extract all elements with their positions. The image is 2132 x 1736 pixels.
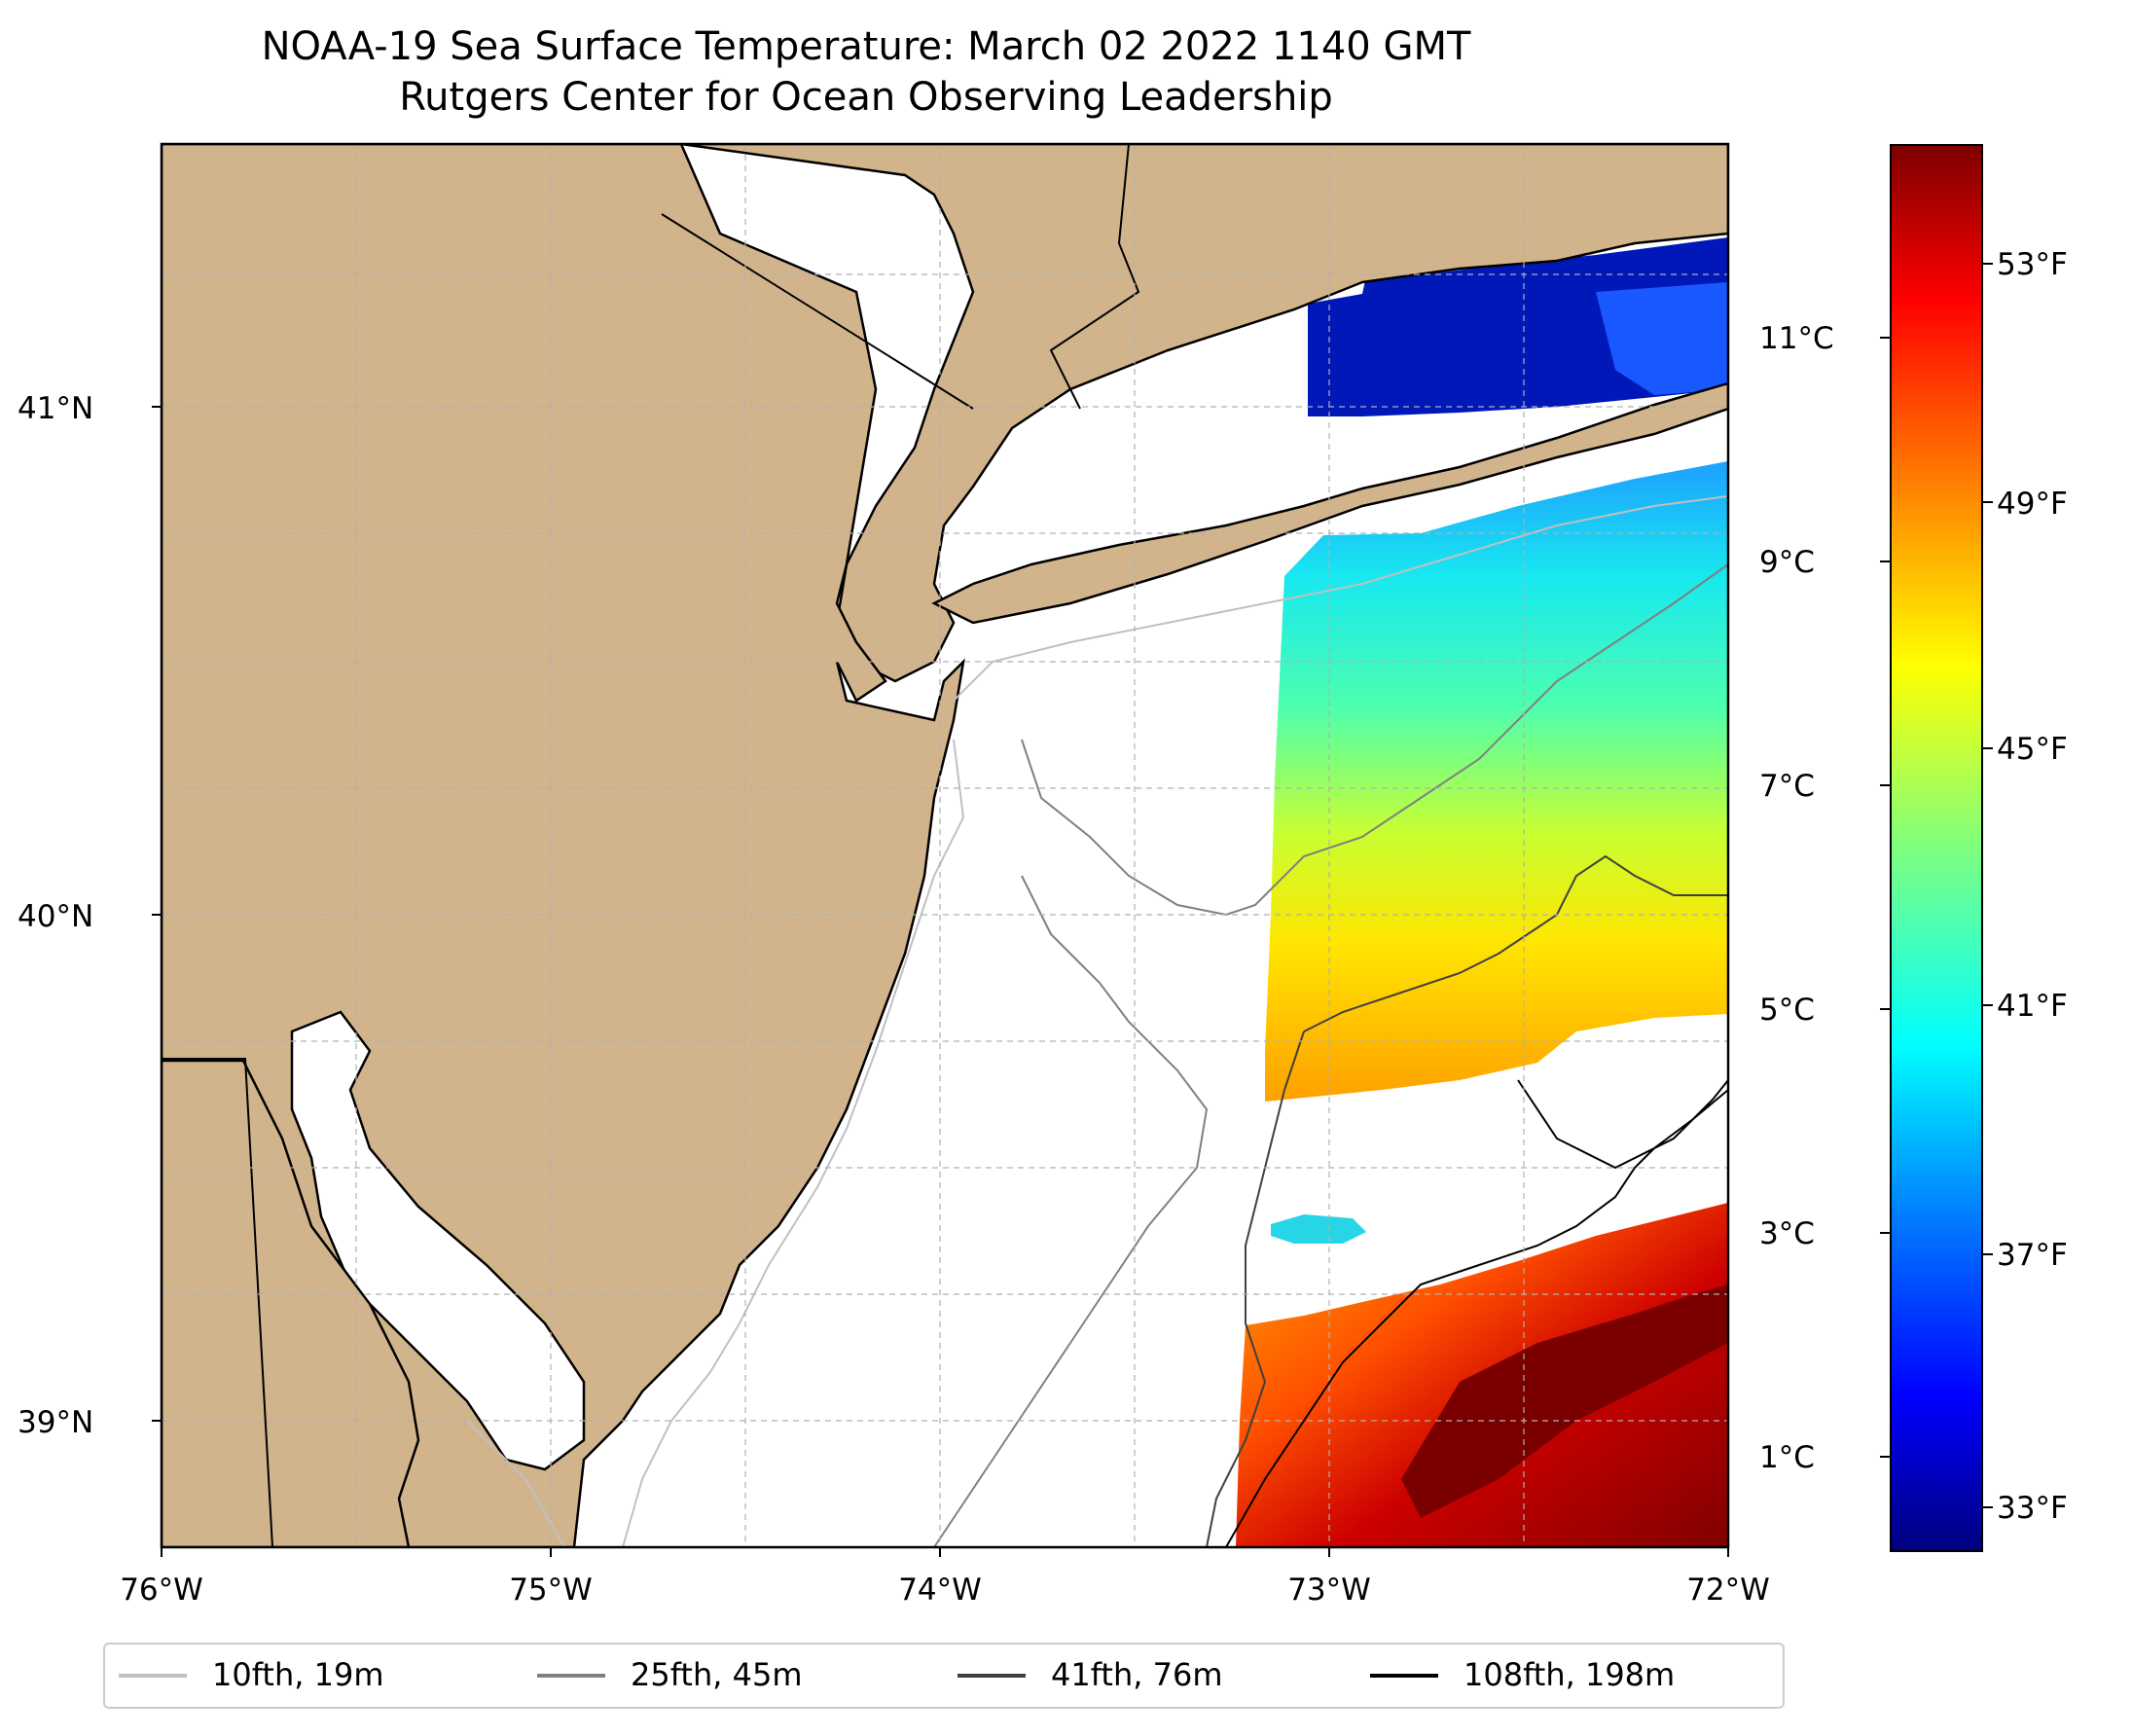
gridlines [162, 144, 1728, 1547]
colorbar-tick [1983, 747, 1993, 749]
colorbar-tick [1880, 1456, 1890, 1458]
map-title: NOAA-19 Sea Surface Temperature: March 0… [261, 24, 1471, 69]
colorbar-tick [1880, 561, 1890, 562]
lon-label-73w: 73°W [1287, 1573, 1371, 1608]
sst-patch-warm-core [1401, 1284, 1728, 1518]
colorbar-label-f: 49°F [1997, 487, 2068, 522]
map-frame [160, 142, 1730, 1549]
colorbar-tick [1983, 1253, 1993, 1255]
sst-patch-east-sound [1596, 282, 1728, 395]
state-border-ny-nj [661, 213, 974, 410]
legend-line-swatch [1370, 1674, 1438, 1678]
sst-patch-shelf [1265, 461, 1728, 1102]
contour-41fth [1206, 854, 1728, 1547]
colorbar-tick [1880, 1232, 1890, 1234]
colorbar-label-c: 3°C [1759, 1216, 1815, 1251]
legend-line-swatch [537, 1674, 605, 1678]
axis-ticks [152, 406, 1729, 1557]
colorbar-label-f: 41°F [1997, 989, 2068, 1024]
colorbar-tick [1983, 501, 1993, 503]
lon-label-74w: 74°W [898, 1573, 982, 1608]
contour-10fth [466, 495, 1728, 1547]
land-delmarva [162, 1059, 420, 1547]
lat-label-39n: 39°N [18, 1405, 94, 1440]
state-border-ny-ct [1049, 144, 1140, 410]
colorbar-label-c: 7°C [1759, 769, 1815, 804]
sst-patch-small [1271, 1214, 1366, 1244]
lon-label-75w: 75°W [509, 1573, 593, 1608]
colorbar-tick [1983, 263, 1993, 265]
legend-label: 108fth, 198m [1463, 1656, 1676, 1693]
colorbar-label-c: 11°C [1759, 321, 1834, 356]
colorbar-tick [1983, 1004, 1993, 1006]
lon-label-76w: 76°W [120, 1573, 203, 1608]
colorbar-label-c: 1°C [1759, 1440, 1815, 1475]
lat-label-41n: 41°N [18, 391, 94, 426]
legend-label: 10fth, 19m [212, 1656, 384, 1693]
colorbar-label-f: 33°F [1997, 1491, 2068, 1526]
state-border-de [162, 1058, 273, 1547]
colorbar-tick [1880, 1008, 1890, 1010]
map-subtitle: Rutgers Center for Ocean Observing Leade… [399, 75, 1333, 120]
delaware-bay [290, 1010, 586, 1471]
colorbar-tick [1880, 337, 1890, 339]
legend-label: 41fth, 76m [1051, 1656, 1223, 1693]
lon-label-72w: 72°W [1686, 1573, 1770, 1608]
colorbar-tick [1880, 784, 1890, 786]
legend-line-swatch [119, 1674, 187, 1678]
legend-line-swatch [958, 1674, 1026, 1678]
colorbar-label-c: 9°C [1759, 545, 1815, 580]
contour-108fth [1225, 1079, 1728, 1547]
colorbar-tick [1983, 1506, 1993, 1508]
colorbar-label-f: 37°F [1997, 1238, 2068, 1273]
colorbar-label-c: 5°C [1759, 993, 1815, 1028]
contour-legend: 10fth, 19m 25fth, 45m 41fth, 76m 108fth,… [103, 1643, 1785, 1709]
temperature-colorbar [1890, 144, 1983, 1552]
land-northeast [162, 144, 1728, 683]
colorbar-label-f: 53°F [1997, 247, 2068, 282]
lat-label-40n: 40°N [18, 899, 94, 934]
contour-25fth [933, 563, 1728, 1547]
legend-label: 25fth, 45m [631, 1656, 803, 1693]
land-long-island [931, 381, 1728, 625]
colorbar-label-f: 45°F [1997, 732, 2068, 767]
